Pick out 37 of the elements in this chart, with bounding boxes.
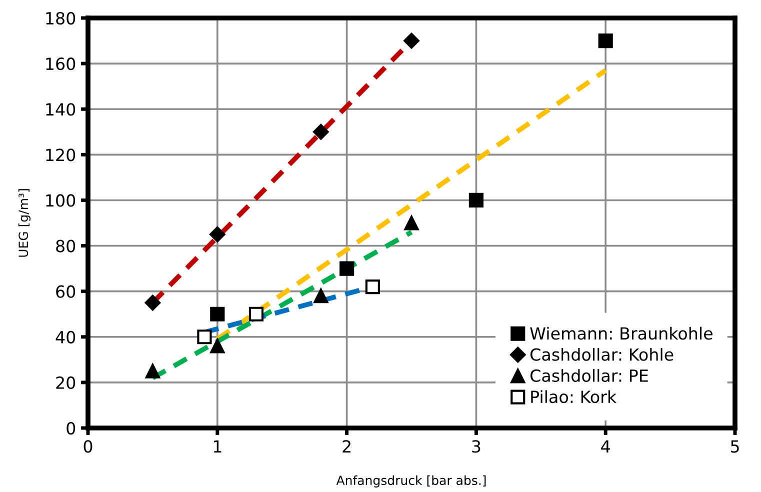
legend-label: Cashdollar: PE	[530, 369, 648, 382]
y-axis-title: UEG [g/m³]	[18, 189, 30, 257]
y-tick-label: 120	[46, 148, 76, 162]
y-tick-label: 140	[46, 103, 76, 116]
x-tick-label: 3	[472, 440, 480, 453]
x-axis-title: Anfangsdruck [bar abs.]	[336, 475, 486, 488]
x-tick-label: 5	[730, 440, 739, 453]
point	[313, 124, 329, 140]
point	[404, 32, 420, 49]
x-tick-label: 1	[214, 440, 222, 452]
y-tick-label: 180	[46, 12, 76, 25]
point	[404, 216, 419, 230]
point	[209, 226, 226, 242]
x-tick-label: 4	[601, 440, 610, 452]
point	[248, 306, 264, 322]
point	[210, 338, 225, 354]
point	[598, 33, 613, 48]
point	[314, 288, 328, 304]
y-tick-label: 160	[46, 58, 76, 70]
y-tick-label: 40	[56, 330, 76, 344]
point	[197, 330, 212, 344]
legend-label: Cashdollar: Kohle	[530, 348, 674, 361]
y-tick-label: 60	[56, 285, 76, 298]
y-tick-label: 80	[56, 240, 76, 252]
y-tick-label: 0	[66, 422, 76, 435]
y-tick-label: 20	[56, 376, 76, 390]
point	[365, 279, 380, 294]
point	[468, 192, 484, 208]
legend-label: Wiemann: Braunkohle	[530, 326, 712, 340]
point	[340, 261, 354, 276]
point	[144, 294, 161, 311]
legend-label: Pilao: Kork	[531, 390, 617, 404]
point	[210, 306, 225, 322]
x-tick-label: 0	[84, 440, 92, 453]
x-tick-label: 2	[342, 440, 350, 452]
point	[145, 364, 160, 378]
y-tick-label: 100	[46, 194, 76, 207]
